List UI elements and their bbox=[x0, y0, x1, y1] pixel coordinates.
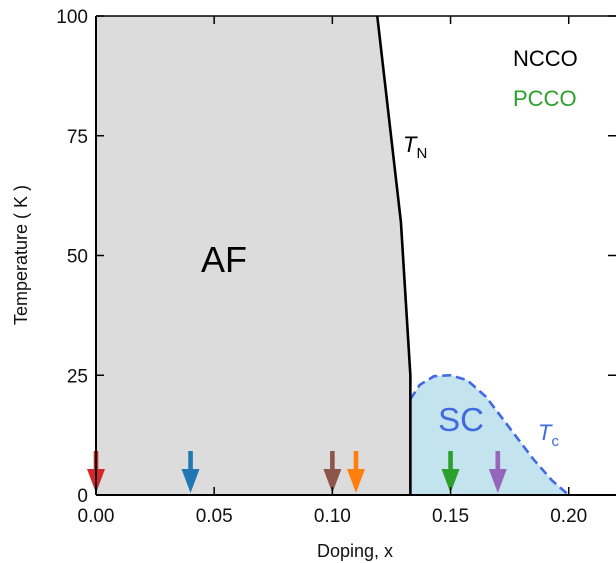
y-tick-label: 75 bbox=[67, 127, 88, 148]
doping-arrow-3 bbox=[347, 451, 365, 493]
arrow-shaft bbox=[353, 451, 359, 473]
arrow-shaft bbox=[495, 451, 501, 473]
y-tick-label: 25 bbox=[67, 366, 88, 387]
plot-area bbox=[87, 15, 616, 496]
tn-label-main: T bbox=[403, 132, 418, 157]
tc-label-main: T bbox=[538, 420, 553, 445]
y-tick-label: 50 bbox=[67, 247, 88, 268]
sc-region-label: SC bbox=[438, 401, 484, 438]
x-tick-label: 0.10 bbox=[314, 506, 351, 527]
arrow-head bbox=[323, 469, 342, 493]
tn-curve bbox=[375, 15, 412, 495]
arrow-shaft bbox=[330, 451, 335, 473]
y-tick-label: 0 bbox=[77, 486, 88, 507]
arrow-shaft bbox=[188, 451, 193, 473]
x-axis-title: Doping, x bbox=[317, 541, 393, 561]
arrow-head bbox=[181, 469, 200, 493]
y-tick-label: 100 bbox=[56, 7, 88, 28]
doping-arrow-5 bbox=[488, 451, 507, 493]
tc-curve-label: Tc bbox=[538, 420, 559, 450]
doping-arrow-1 bbox=[181, 451, 200, 493]
x-tick-label: 0.20 bbox=[550, 506, 587, 527]
x-tick-label: 0.15 bbox=[432, 506, 469, 527]
af-region-label: AF bbox=[201, 239, 247, 280]
arrow-shaft bbox=[448, 451, 453, 473]
doping-arrow-4 bbox=[441, 451, 460, 493]
tc-curve bbox=[409, 373, 570, 496]
tn-curve-label: TN bbox=[403, 132, 427, 162]
tick-layer: 0.00 0.05 0.10 0.15 0.20 0 25 50 75 100 bbox=[56, 7, 616, 527]
legend-pcco: PCCO bbox=[513, 86, 577, 111]
y-axis-title: Temperature ( K ) bbox=[11, 185, 31, 325]
tn-label-sub: N bbox=[416, 145, 427, 162]
legend-ncco: NCCO bbox=[513, 46, 578, 71]
tc-label-sub: c bbox=[551, 433, 559, 450]
arrow-head bbox=[347, 469, 365, 493]
x-tick-label: 0.05 bbox=[196, 506, 233, 527]
x-tick-label: 0.00 bbox=[78, 506, 115, 527]
arrow-head bbox=[441, 469, 460, 493]
arrow-head bbox=[488, 469, 507, 493]
doping-arrow-2 bbox=[323, 451, 342, 493]
af-region bbox=[96, 16, 411, 495]
